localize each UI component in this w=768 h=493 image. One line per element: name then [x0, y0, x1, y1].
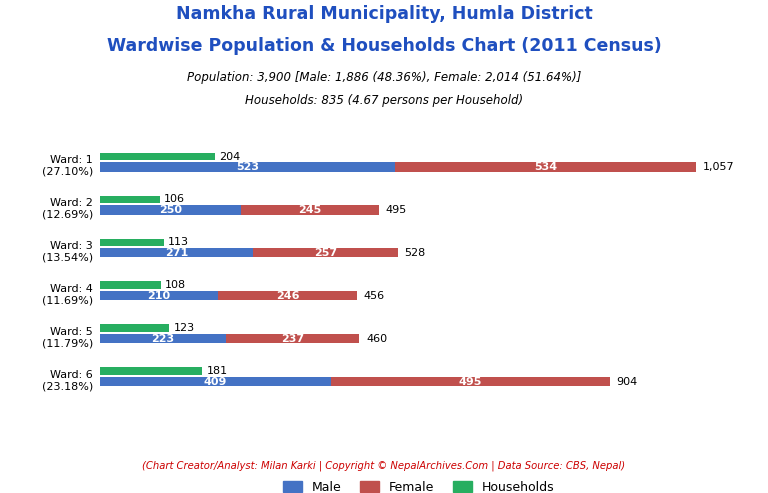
Text: 271: 271: [164, 248, 188, 258]
Text: 495: 495: [458, 377, 482, 387]
Bar: [100, 377, 330, 387]
Bar: [100, 196, 160, 203]
Text: 409: 409: [204, 377, 227, 387]
Text: 223: 223: [151, 334, 174, 344]
Text: 495: 495: [386, 205, 407, 215]
Text: Wardwise Population & Households Chart (2011 Census): Wardwise Population & Households Chart (…: [107, 37, 661, 55]
Bar: [100, 162, 395, 172]
Text: 106: 106: [164, 194, 185, 205]
Text: 460: 460: [366, 334, 387, 344]
Text: 456: 456: [364, 291, 385, 301]
Text: 204: 204: [220, 151, 240, 162]
Bar: [218, 291, 357, 300]
Bar: [241, 205, 379, 214]
Text: Population: 3,900 [Male: 1,886 (48.36%), Female: 2,014 (51.64%)]: Population: 3,900 [Male: 1,886 (48.36%),…: [187, 71, 581, 84]
Bar: [100, 291, 218, 300]
Bar: [330, 377, 610, 387]
Text: 245: 245: [298, 205, 322, 215]
Text: 257: 257: [313, 248, 336, 258]
Bar: [100, 205, 241, 214]
Text: 113: 113: [168, 238, 189, 247]
Text: 181: 181: [207, 366, 227, 376]
Text: 108: 108: [165, 281, 187, 290]
Text: 528: 528: [405, 248, 425, 258]
Text: 523: 523: [236, 162, 259, 172]
Bar: [253, 248, 398, 257]
Text: Namkha Rural Municipality, Humla District: Namkha Rural Municipality, Humla Distric…: [176, 5, 592, 23]
Legend: Male, Female, Households: Male, Female, Households: [278, 476, 559, 493]
Text: 250: 250: [159, 205, 182, 215]
Bar: [395, 162, 696, 172]
Text: 210: 210: [147, 291, 170, 301]
Text: 246: 246: [276, 291, 300, 301]
Bar: [100, 239, 164, 246]
Bar: [226, 334, 359, 343]
Bar: [100, 334, 226, 343]
Text: 904: 904: [617, 377, 637, 387]
Text: (Chart Creator/Analyst: Milan Karki | Copyright © NepalArchives.Com | Data Sourc: (Chart Creator/Analyst: Milan Karki | Co…: [142, 460, 626, 471]
Text: 534: 534: [534, 162, 557, 172]
Bar: [100, 282, 161, 289]
Text: 123: 123: [174, 323, 195, 333]
Bar: [100, 248, 253, 257]
Bar: [100, 367, 202, 375]
Bar: [100, 324, 169, 332]
Text: Households: 835 (4.67 persons per Household): Households: 835 (4.67 persons per Househ…: [245, 94, 523, 106]
Text: 237: 237: [281, 334, 304, 344]
Text: 1,057: 1,057: [703, 162, 734, 172]
Bar: [100, 153, 215, 160]
